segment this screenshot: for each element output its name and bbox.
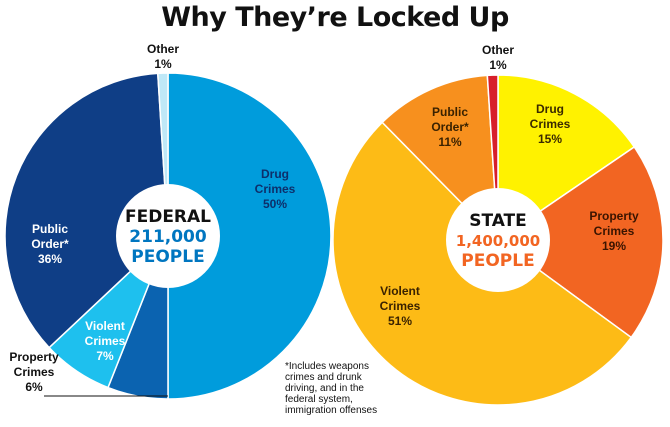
center-unit: PEOPLE bbox=[131, 247, 204, 267]
slice-label-public_order: Public Order* 36% bbox=[31, 222, 69, 266]
slice-label-violent: Violent Crimes 51% bbox=[380, 284, 421, 328]
center-value: 1,400,000 bbox=[456, 232, 540, 250]
footnote-line: immigration offenses bbox=[285, 405, 378, 416]
pie-slice-public_order bbox=[4, 72, 169, 349]
slice-label-violent: Violent Crimes 7% bbox=[85, 319, 126, 363]
slice-label-other: Other 1% bbox=[482, 43, 514, 72]
footnote-line: driving, and in the bbox=[285, 383, 364, 394]
center-unit: PEOPLE bbox=[461, 251, 534, 271]
slice-label-other: Other 1% bbox=[147, 42, 179, 71]
footnote-line: federal system, bbox=[285, 394, 353, 405]
slice-label-drug: Drug Crimes 15% bbox=[530, 102, 571, 146]
pie-federal: Drug Crimes 50% Property Crimes 6% Violent Crim… bbox=[4, 42, 332, 400]
pie-slice-property bbox=[496, 145, 664, 339]
footnote: *Includes weapons crimes and drunk drivi… bbox=[285, 361, 415, 416]
pie-slice-drug bbox=[167, 72, 332, 400]
center-value: 211,000 bbox=[129, 227, 207, 247]
slice-label-drug: Drug Crimes 50% bbox=[255, 167, 296, 211]
center-name: STATE bbox=[469, 211, 527, 231]
center-badge bbox=[446, 188, 550, 292]
slice-label-property: Property Crimes 19% bbox=[589, 209, 639, 253]
center-name: FEDERAL bbox=[125, 207, 211, 227]
pie-state: Drug Crimes 15% Property Crimes 19% Violent Cri… bbox=[332, 43, 664, 406]
slice-label-public_order: Public Order* 11% bbox=[431, 105, 469, 149]
center-badge bbox=[116, 184, 220, 288]
pie-slice-drug bbox=[497, 74, 636, 242]
slice-label-property: Property Crimes 6% bbox=[9, 350, 59, 394]
chart-title: Why They’re Locked Up bbox=[161, 2, 509, 33]
footnote-line: *Includes weapons bbox=[285, 361, 369, 372]
footnote-line: crimes and drunk bbox=[285, 372, 362, 383]
